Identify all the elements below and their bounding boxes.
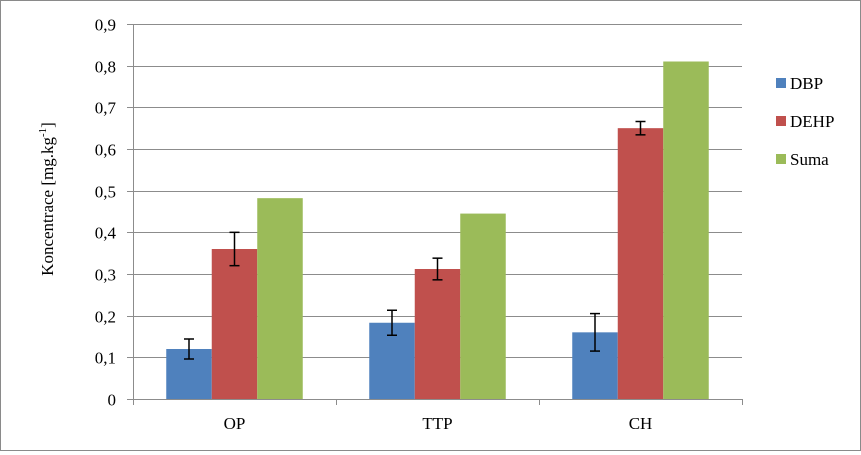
x-tick-label: TTP: [422, 414, 452, 433]
bar-dehp-ch: [617, 128, 664, 399]
legend-label-dehp: DEHP: [790, 112, 834, 131]
bar-suma-op: [257, 198, 303, 399]
y-tick-label: 0: [108, 391, 117, 410]
legend: DBP DEHP Suma: [776, 74, 834, 169]
y-tick-label: 0,5: [95, 183, 116, 202]
legend-swatch-dehp: [776, 116, 786, 126]
y-tick-label: 0,1: [95, 349, 116, 368]
legend-swatch-suma: [776, 154, 786, 164]
y-axis-title: Koncentrace [mg.kg-1]: [37, 122, 57, 276]
y-tick-label: 0,4: [95, 224, 117, 243]
bar-dehp-op: [211, 249, 258, 399]
bar-suma-ch: [663, 61, 709, 399]
legend-swatch-dbp: [776, 78, 786, 88]
x-tick-label: OP: [224, 414, 246, 433]
x-tick-label: CH: [629, 414, 653, 433]
legend-label-suma: Suma: [790, 150, 829, 169]
y-tick-label: 0,7: [95, 99, 117, 118]
legend-label-dbp: DBP: [790, 74, 823, 93]
x-tick-labels: OP TTP CH: [224, 414, 653, 433]
bars: [166, 61, 709, 399]
y-tick-label: 0,6: [95, 141, 116, 160]
y-tick-label: 0,3: [95, 266, 116, 285]
y-tick-label: 0,8: [95, 58, 116, 77]
axes: [127, 24, 743, 405]
y-tick-labels: 0 0,1 0,2 0,3 0,4 0,5 0,6 0,7 0,8 0,9: [95, 16, 117, 410]
y-tick-label: 0,2: [95, 308, 116, 327]
bar-dehp-ttp: [414, 269, 461, 399]
error-bars: [184, 120, 646, 360]
bar-suma-ttp: [460, 213, 506, 399]
y-tick-label: 0,9: [95, 16, 116, 35]
